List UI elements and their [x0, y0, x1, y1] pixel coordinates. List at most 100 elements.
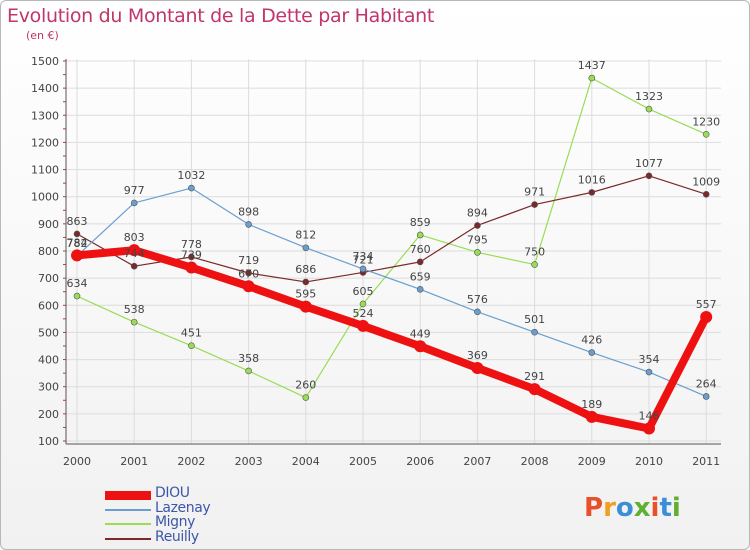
logo-letter: i [650, 493, 660, 523]
series-lines [71, 74, 713, 435]
data-point-diou [471, 361, 484, 374]
y-tick-label: 300 [38, 381, 59, 394]
x-tick-label: 2008 [521, 455, 549, 468]
data-label-migny: 451 [181, 327, 202, 340]
data-label-diou: 784 [67, 236, 88, 249]
data-label-reuilly: 1077 [635, 157, 663, 170]
data-point-migny [188, 342, 195, 350]
data-point-reuilly [130, 262, 138, 270]
data-label-diou: 146 [639, 410, 660, 423]
data-labels: 784 803 739 670 595 524 449 369 291 189 146 557 782 9… [67, 59, 721, 422]
data-label-migny: 538 [124, 303, 145, 316]
y-tick-label: 1500 [31, 55, 59, 68]
y-tick-label: 1300 [31, 109, 59, 122]
x-tick-label: 2005 [349, 455, 377, 468]
series-line-diou [73, 246, 711, 433]
data-label-lazenay: 501 [524, 313, 545, 326]
data-label-diou: 670 [238, 267, 259, 280]
legend-swatch [105, 523, 151, 525]
y-tick-label: 1400 [31, 82, 59, 95]
x-tick-label: 2010 [635, 455, 663, 468]
y-tick-label: 1000 [31, 191, 59, 204]
data-point-reuilly [474, 222, 481, 229]
logo-letter: x [633, 493, 651, 523]
data-label-reuilly: 721 [353, 253, 374, 266]
data-point-migny [531, 261, 538, 268]
data-point-migny [702, 130, 710, 138]
data-label-lazenay: 1032 [177, 169, 205, 182]
data-point-migny [645, 105, 653, 113]
data-point-lazenay [245, 221, 252, 228]
data-point-lazenay [588, 349, 596, 356]
logo-letter: t [659, 493, 672, 523]
x-tick-label: 2011 [692, 455, 720, 468]
proxiti-logo: Proxiti [584, 493, 681, 523]
data-label-diou: 595 [295, 288, 316, 301]
data-point-diou [528, 383, 541, 396]
data-label-reuilly: 719 [238, 254, 259, 267]
data-label-lazenay: 354 [639, 353, 660, 366]
data-point-lazenay [474, 308, 481, 316]
legend-label: DIOU [155, 485, 190, 501]
data-point-migny [359, 300, 367, 308]
y-tick-label: 1100 [31, 164, 59, 177]
data-point-lazenay [645, 368, 653, 376]
data-label-migny: 605 [353, 285, 374, 298]
data-label-diou: 291 [524, 370, 545, 383]
data-point-reuilly [531, 201, 538, 208]
data-point-diou [299, 300, 312, 313]
axes: 100 200 300 400 500 600 700 800 900 1000 1100 1200 1… [31, 55, 721, 468]
data-label-migny: 859 [410, 216, 431, 229]
data-label-reuilly: 863 [67, 215, 88, 228]
data-point-migny [474, 249, 481, 256]
x-tick-label: 2003 [235, 455, 263, 468]
data-label-diou: 189 [581, 398, 602, 411]
data-point-migny [302, 394, 310, 401]
data-point-lazenay [359, 265, 367, 273]
x-tick-label: 2002 [177, 455, 205, 468]
data-point-diou [185, 261, 198, 274]
series-line-lazenay [76, 187, 707, 398]
y-tick-label: 500 [38, 326, 59, 339]
data-label-reuilly: 971 [524, 186, 545, 199]
data-label-migny: 358 [238, 352, 259, 365]
data-point-reuilly [702, 190, 710, 198]
data-point-diou [585, 410, 598, 423]
data-label-reuilly: 760 [410, 243, 431, 256]
data-label-diou: 449 [410, 327, 431, 340]
data-label-lazenay: 812 [295, 229, 316, 242]
data-label-migny: 1437 [578, 59, 606, 72]
data-label-lazenay: 576 [467, 293, 488, 306]
data-label-migny: 795 [467, 233, 488, 246]
data-point-diou [414, 340, 427, 353]
data-label-reuilly: 1016 [578, 173, 606, 186]
legend-swatch [105, 490, 151, 500]
data-point-migny [73, 292, 81, 300]
logo-letter: i [671, 493, 681, 523]
data-point-diou [128, 244, 141, 257]
logo-letter: o [615, 493, 634, 523]
data-point-lazenay [702, 393, 710, 400]
x-tick-label: 2000 [63, 455, 91, 468]
data-label-migny: 750 [524, 246, 545, 259]
data-label-diou: 524 [353, 307, 374, 320]
legend-label: Lazenay [155, 499, 211, 516]
legend-label: Migny [155, 514, 196, 530]
legend-swatch [105, 508, 151, 511]
data-point-lazenay [302, 244, 310, 252]
data-label-diou: 803 [124, 231, 145, 244]
legend-swatch [105, 537, 151, 540]
x-tick-label: 2004 [292, 455, 320, 468]
series-line-migny [76, 77, 707, 399]
x-tick-label: 2007 [463, 455, 491, 468]
data-label-migny: 1230 [692, 115, 720, 128]
data-point-reuilly [416, 258, 424, 266]
data-label-lazenay: 659 [410, 270, 431, 283]
data-point-diou [71, 249, 83, 262]
y-tick-label: 700 [38, 272, 59, 285]
data-point-migny [130, 318, 138, 326]
data-point-lazenay [531, 328, 538, 336]
data-label-reuilly: 894 [467, 206, 488, 219]
logo-letter: r [603, 493, 616, 523]
